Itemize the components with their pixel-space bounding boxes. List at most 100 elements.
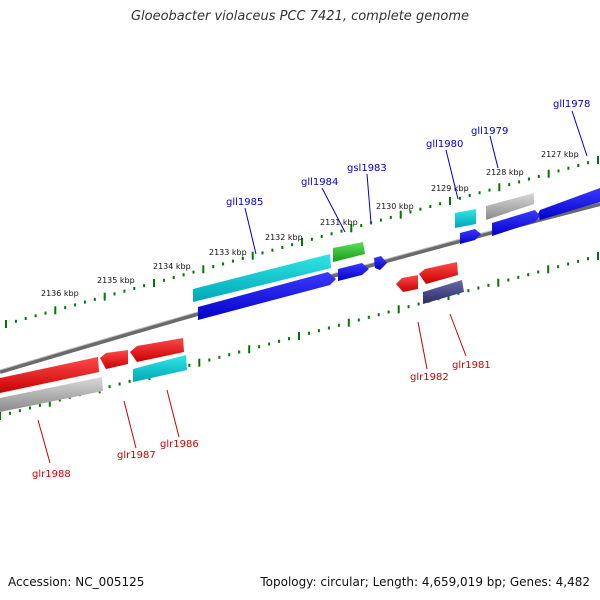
plus-major-tick (350, 224, 353, 233)
minus-minor-tick (317, 329, 320, 333)
minus-major-tick (397, 305, 400, 314)
plus-minor-tick (291, 243, 294, 247)
leader-glr1988 (37, 419, 51, 464)
minus-minor-tick (38, 403, 41, 407)
minus-minor-tick (477, 286, 480, 290)
plus-minor-tick (83, 300, 86, 304)
minus-minor-tick (387, 310, 390, 314)
plus-major-tick (547, 169, 550, 178)
plus-minor-tick (587, 161, 590, 165)
gene-label-gll1985[interactable]: gll1985 (226, 197, 263, 208)
genome-summary-text: Topology: circular; Length: 4,659,019 bp… (260, 575, 590, 589)
kbp-label-2131: 2131 kbp (320, 218, 358, 227)
minus-minor-tick (128, 379, 131, 383)
kbp-label-2127: 2127 kbp (541, 150, 579, 159)
leader-gll1979 (489, 135, 499, 169)
gene-label-gsl1983[interactable]: gsl1983 (347, 163, 387, 174)
gene-label-glr1982[interactable]: glr1982 (410, 372, 449, 383)
gene-feature-gll1985[interactable] (198, 272, 336, 320)
gene-label-glr1981[interactable]: glr1981 (452, 360, 491, 371)
gene-feature-glr1982[interactable] (396, 275, 418, 292)
minus-minor-tick (467, 289, 470, 293)
gene-label-gll1979[interactable]: gll1979 (471, 126, 508, 137)
gene-feature-glr1988[interactable] (0, 357, 99, 393)
kbp-label-2133: 2133 kbp (209, 248, 247, 257)
plus-minor-tick (429, 205, 432, 208)
gene-label-glr1986[interactable]: glr1986 (160, 439, 199, 450)
gene-feature-glr1987[interactable] (100, 350, 128, 369)
plus-minor-tick (488, 188, 491, 192)
gene-feature-gll1980[interactable] (460, 229, 481, 244)
minus-minor-tick (327, 326, 330, 330)
plus-minor-tick (271, 248, 274, 252)
minus-major-tick (597, 252, 599, 260)
plus-minor-tick (320, 235, 323, 238)
gene-label-gll1984[interactable]: gll1984 (301, 177, 338, 188)
plus-minor-tick (330, 232, 333, 236)
gene-feature-gll1984[interactable] (338, 263, 369, 281)
plus-minor-tick (527, 177, 530, 181)
plus-minor-tick (241, 256, 244, 260)
gene-label-gll1980[interactable]: gll1980 (426, 139, 463, 150)
gene-feature-glr1981-cds[interactable] (423, 280, 464, 304)
plus-minor-tick (113, 292, 116, 296)
gene-feature-gll1985-cds[interactable] (193, 254, 331, 302)
minus-minor-tick (288, 337, 290, 341)
plus-minor-tick (182, 273, 185, 277)
kbp-label-2135: 2135 kbp (97, 276, 135, 285)
plus-major-tick (251, 251, 254, 260)
plus-minor-tick (24, 317, 27, 320)
minus-minor-tick (567, 262, 570, 266)
plus-minor-tick (222, 262, 225, 266)
minus-minor-tick (118, 382, 121, 386)
leader-gll1984 (321, 187, 346, 233)
gene-feature-gll1980-cds[interactable] (455, 209, 476, 228)
leader-gll1978 (571, 110, 588, 157)
gene-label-glr1987[interactable]: glr1987 (117, 450, 156, 461)
minus-minor-tick (228, 353, 231, 357)
plus-minor-tick (478, 191, 481, 195)
minus-tick-row (0, 252, 599, 420)
gene-label-glr1988[interactable]: glr1988 (32, 469, 71, 480)
gene-feature-glr1986[interactable] (130, 338, 184, 362)
minus-major-tick (198, 358, 201, 367)
gene-feature-gll1978[interactable] (538, 188, 600, 220)
plus-major-tick (301, 238, 303, 246)
plus-major-tick (449, 197, 451, 205)
minus-minor-tick (108, 385, 111, 389)
plus-gene-labels: gll1978 gll1979 gll1980 gsl1983 gll1984 … (226, 99, 590, 255)
minus-minor-tick (58, 398, 61, 402)
plus-major-tick (103, 292, 106, 301)
plus-major-tick (202, 265, 205, 274)
gene-feature-gll1984-cds[interactable] (333, 242, 365, 262)
plus-minor-tick (577, 164, 580, 167)
plus-minor-tick (310, 237, 313, 241)
plus-minor-tick (14, 319, 17, 323)
plus-major-tick (5, 320, 7, 328)
kbp-label-2134: 2134 kbp (153, 262, 191, 271)
minus-minor-tick (487, 283, 490, 287)
plus-minor-tick (468, 194, 471, 197)
gene-feature-gsl1983[interactable] (374, 256, 387, 270)
gene-feature-gll1979[interactable] (492, 210, 540, 236)
minus-minor-tick (337, 323, 340, 327)
plus-minor-tick (281, 246, 284, 249)
plus-major-tick (399, 210, 402, 219)
gene-label-gll1978[interactable]: gll1978 (553, 99, 590, 110)
plus-minor-tick (133, 287, 136, 290)
plus-major-tick (498, 183, 501, 192)
plus-minor-tick (419, 207, 422, 211)
minus-minor-tick (507, 278, 510, 282)
minus-minor-tick (537, 270, 540, 274)
gene-feature-glr1981[interactable] (419, 262, 458, 284)
leader-glr1982 (417, 321, 428, 370)
plus-minor-tick (409, 210, 412, 214)
minus-minor-tick (367, 315, 370, 319)
minus-minor-tick (238, 350, 241, 354)
gene-feature-gll1979-cds[interactable] (486, 193, 534, 220)
plus-minor-tick (192, 270, 195, 274)
gene-feature-glr1986-cds[interactable] (133, 355, 187, 382)
gene-feature-glr1988-cds[interactable] (0, 377, 103, 412)
plus-minor-tick (231, 259, 234, 263)
